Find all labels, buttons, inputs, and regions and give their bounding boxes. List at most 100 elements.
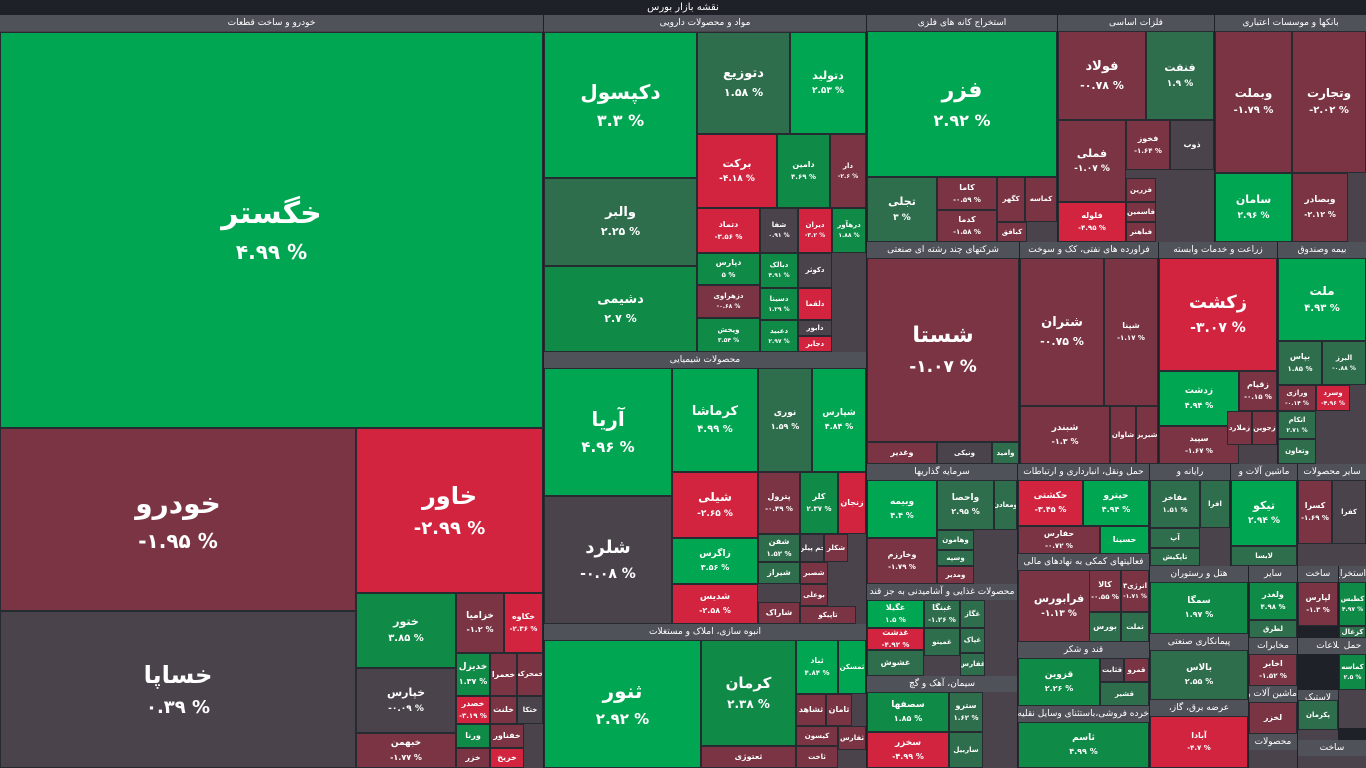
stock-tile[interactable]: حپترو ۴.۹۴ % <box>1083 480 1149 526</box>
stock-tile[interactable]: ثباد ۴.۸۴ % <box>796 640 838 694</box>
stock-tile[interactable]: برکت -۴.۱۸ % <box>697 134 777 208</box>
stock-tile[interactable]: شبریز <box>1136 406 1158 464</box>
stock-tile[interactable]: خکاوه -۲.۳۶ % <box>504 593 543 653</box>
stock-tile[interactable]: فزرین <box>1126 178 1156 202</box>
stock-tile[interactable]: وخارزم -۱.۷۹ % <box>867 538 937 584</box>
stock-tile[interactable]: وسپه <box>937 550 974 566</box>
stock-tile[interactable]: شدیس -۲.۵۸ % <box>672 584 758 624</box>
stock-tile[interactable]: پکرمان <box>1298 700 1338 730</box>
stock-tile[interactable]: شلرد -۰.۰۸ % <box>544 496 672 624</box>
stock-tile[interactable]: کرماشا ۴.۹۹ % <box>672 368 758 472</box>
stock-tile[interactable]: ثمسکن <box>838 640 866 694</box>
stock-tile[interactable]: کاما -۰.۵۹ % <box>937 177 997 210</box>
stock-tile[interactable]: غپاک <box>960 628 985 653</box>
stock-tile[interactable]: ومدیر <box>937 566 974 584</box>
stock-tile[interactable]: خریخ <box>490 748 524 768</box>
stock-tile[interactable]: دجابر <box>798 336 832 352</box>
stock-tile[interactable]: والبر ۲.۲۵ % <box>544 178 697 266</box>
stock-tile[interactable]: لپارس -۱.۳ % <box>1298 582 1338 626</box>
stock-tile[interactable]: افرا <box>1200 480 1230 528</box>
stock-tile[interactable]: کدما -۱.۵۸ % <box>937 210 997 242</box>
stock-tile[interactable]: دتوزیع ۱.۵۸ % <box>697 32 790 134</box>
stock-tile[interactable]: دامین ۴.۶۹ % <box>777 134 830 208</box>
stock-tile[interactable]: کیسون <box>796 726 838 746</box>
stock-tile[interactable]: تاپکیش <box>1150 548 1200 566</box>
stock-tile[interactable]: شاوان <box>1110 406 1136 464</box>
stock-tile[interactable]: وهامون <box>937 530 974 550</box>
stock-tile[interactable]: شیلی -۲.۶۵ % <box>672 472 758 538</box>
stock-tile[interactable]: کماسه <box>1025 177 1057 222</box>
stock-tile[interactable]: البرز -۰.۸۸ % <box>1322 341 1366 385</box>
stock-tile[interactable]: مفاخر ۱.۵۱ % <box>1150 480 1200 528</box>
stock-tile[interactable]: آپ <box>1150 528 1200 548</box>
stock-tile[interactable]: لابسا <box>1231 546 1297 566</box>
stock-tile[interactable]: وامید <box>992 442 1019 464</box>
stock-tile[interactable]: سامان ۲.۹۶ % <box>1215 173 1292 242</box>
stock-tile[interactable]: کفرا <box>1332 480 1366 544</box>
stock-tile[interactable]: زدشت ۴.۹۴ % <box>1159 371 1239 426</box>
stock-tile[interactable]: سصفها ۱.۸۵ % <box>867 692 949 732</box>
stock-tile[interactable]: خلنت <box>490 696 517 724</box>
stock-tile[interactable]: اخابر -۱.۵۲ % <box>1249 654 1297 686</box>
stock-tile[interactable]: لخزر <box>1249 702 1297 734</box>
stock-tile[interactable]: انرژی۳ -۱.۷۱ % <box>1121 570 1149 612</box>
stock-tile[interactable]: خعمرا <box>490 653 517 696</box>
stock-tile[interactable]: زکشت -۳.۰۷ % <box>1159 258 1277 371</box>
stock-tile[interactable]: آریا ۴.۹۶ % <box>544 368 672 496</box>
stock-tile[interactable]: دعبید ۲.۹۷ % <box>760 320 798 352</box>
stock-tile[interactable]: ثنور ۲.۹۲ % <box>544 640 701 768</box>
stock-tile[interactable]: غگاز <box>960 600 985 628</box>
stock-tile[interactable]: کالا -۰.۵۵ % <box>1089 570 1121 612</box>
stock-tile[interactable]: فزر ۲.۹۲ % <box>867 31 1057 177</box>
stock-tile[interactable]: ونیکی <box>937 442 992 464</box>
stock-tile[interactable]: بورس <box>1089 612 1121 642</box>
stock-tile[interactable]: اتکام ۲.۷۱ % <box>1278 411 1316 439</box>
stock-tile[interactable]: قمرو <box>1124 658 1149 682</box>
stock-tile[interactable]: فرابورس -۱.۱۳ % <box>1018 570 1100 642</box>
stock-tile[interactable]: دزهراوی -۰.۶۸ % <box>697 285 760 318</box>
stock-tile[interactable]: زجوین <box>1252 411 1277 445</box>
stock-tile[interactable]: تملت <box>1121 612 1149 642</box>
stock-tile[interactable]: خبهمن -۱.۷۷ % <box>356 733 456 768</box>
stock-tile[interactable]: کطبس ۴.۹۷ % <box>1339 582 1366 626</box>
stock-tile[interactable]: غبنگا -۱.۲۶ % <box>924 600 960 628</box>
stock-tile[interactable]: وتعاون <box>1278 439 1316 464</box>
stock-tile[interactable]: ورازی -۰.۱۴ % <box>1278 385 1316 411</box>
stock-tile[interactable]: خصدر -۳.۱۹ % <box>456 696 490 724</box>
stock-tile[interactable]: دپارس ۵ % <box>697 253 760 285</box>
stock-tile[interactable]: کگهر <box>997 177 1025 222</box>
stock-tile[interactable]: سمگا ۱.۹۷ % <box>1150 582 1248 634</box>
stock-tile[interactable]: وسرد -۴.۹۶ % <box>1316 385 1350 411</box>
stock-tile[interactable]: وبیمه ۴.۴ % <box>867 480 937 538</box>
stock-tile[interactable]: ذوب <box>1170 120 1214 170</box>
stock-tile[interactable]: ورنا <box>456 724 490 748</box>
stock-tile[interactable]: شبندر -۱.۳ % <box>1020 406 1110 464</box>
stock-tile[interactable]: وبصادر -۲.۱۲ % <box>1292 173 1348 242</box>
stock-tile[interactable]: خگستر ۴.۹۹ % <box>0 32 543 428</box>
stock-tile[interactable]: زاگرس ۳.۵۶ % <box>672 538 758 584</box>
stock-tile[interactable]: فباهنر <box>1126 222 1156 242</box>
stock-tile[interactable]: زقیام -۰.۱۵ % <box>1239 371 1277 411</box>
stock-tile[interactable]: شتران -۰.۷۵ % <box>1020 258 1104 406</box>
stock-tile[interactable]: ولغدر ۴.۹۸ % <box>1249 582 1297 620</box>
stock-tile[interactable]: خودرو -۱.۹۵ % <box>0 428 356 611</box>
stock-tile[interactable]: خمحرکه <box>517 653 543 696</box>
stock-tile[interactable]: خپارس -۰.۰۹ % <box>356 668 456 733</box>
stock-tile[interactable]: شاراک <box>758 602 800 624</box>
stock-tile[interactable]: بالاس ۲.۵۵ % <box>1150 650 1248 700</box>
stock-tile[interactable]: نوری ۱.۵۹ % <box>758 368 812 472</box>
stock-tile[interactable]: شیراز <box>758 562 800 584</box>
stock-tile[interactable]: دیران -۳.۲ % <box>798 208 832 253</box>
stock-tile[interactable]: غگیلا ۱.۵ % <box>867 600 924 628</box>
stock-tile[interactable]: فملی -۱.۰۷ % <box>1058 120 1126 202</box>
stock-tile[interactable]: سپید -۱.۶۷ % <box>1159 426 1239 464</box>
stock-tile[interactable]: شفا ۰.۹۱ % <box>760 208 798 253</box>
stock-tile[interactable]: کماسه ۲.۵ % <box>1339 654 1366 690</box>
stock-tile[interactable]: خفناور <box>490 724 524 748</box>
stock-tile[interactable]: ثشاهد <box>796 694 826 726</box>
stock-tile[interactable]: حکشتی -۳.۴۵ % <box>1018 480 1083 526</box>
stock-tile[interactable]: ثعتوژی <box>701 746 796 768</box>
stock-tile[interactable]: واحصا ۲.۹۵ % <box>937 480 994 530</box>
stock-tile[interactable]: شستا -۱.۰۷ % <box>867 258 1019 442</box>
stock-tile[interactable]: دکوثر <box>798 253 832 288</box>
